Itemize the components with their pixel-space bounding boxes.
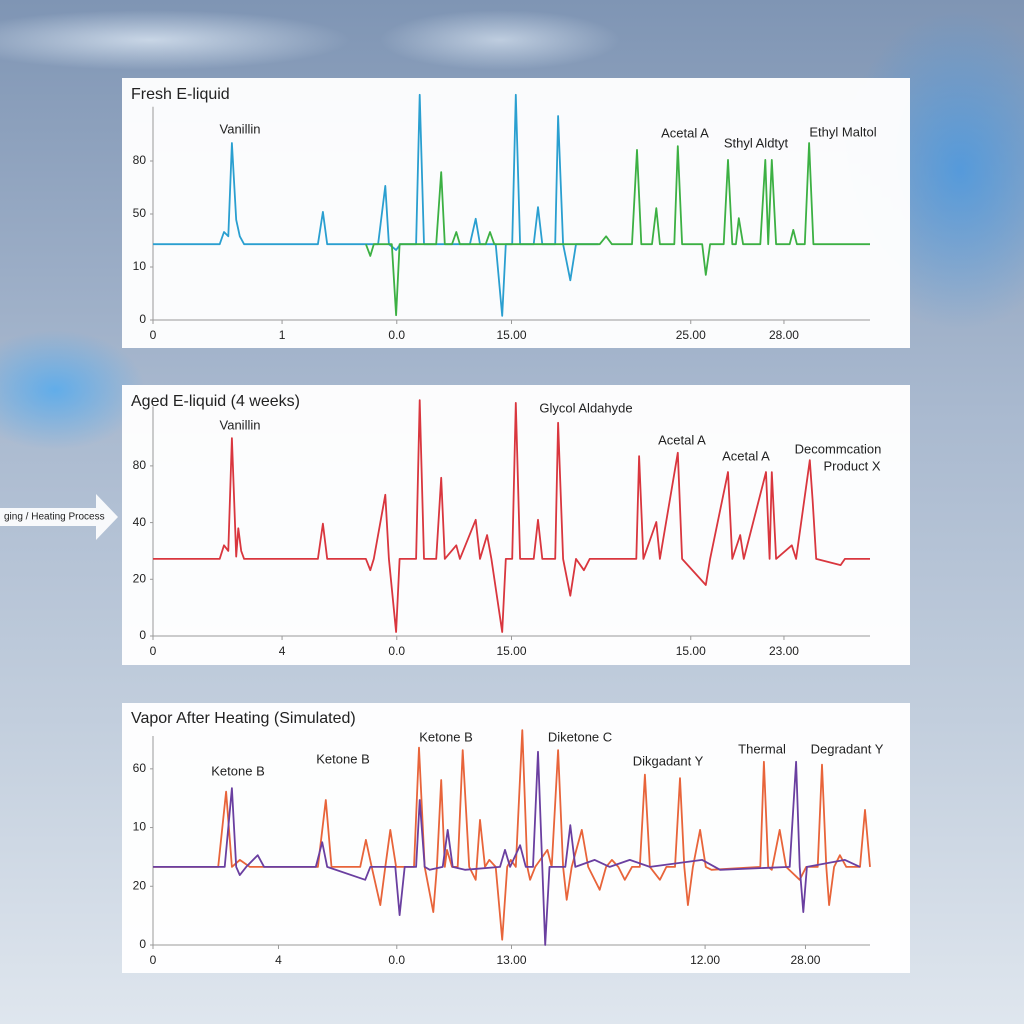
y-tick-label: 0 — [139, 312, 146, 326]
y-tick-label: 40 — [133, 515, 147, 529]
peak-annotation: Thermal — [738, 741, 786, 756]
chart-title: Vapor After Heating (Simulated) — [131, 710, 356, 727]
x-tick-label: 0 — [150, 953, 157, 967]
y-tick-label: 20 — [133, 878, 147, 892]
signal-line — [153, 729, 871, 941]
y-tick-label: 80 — [133, 153, 147, 167]
peak-annotation: Acetal A — [722, 448, 770, 463]
y-tick-label: 10 — [133, 820, 147, 834]
peak-annotation: Decommcation — [795, 441, 882, 456]
peak-annotation: Vanillin — [220, 417, 261, 432]
x-tick-label: 4 — [279, 644, 286, 658]
x-tick-label: 28.00 — [769, 328, 799, 342]
x-tick-label: 28.00 — [790, 953, 820, 967]
x-tick-label: 4 — [275, 953, 282, 967]
x-tick-label: 12.00 — [690, 953, 720, 967]
chart-title: Fresh E-liquid — [131, 86, 230, 103]
x-tick-label: 15.00 — [496, 328, 526, 342]
x-tick-label: 23.00 — [769, 644, 799, 658]
x-tick-label: 1 — [279, 328, 286, 342]
peak-annotation: Ethyl Maltol — [809, 124, 876, 139]
signal-line — [153, 399, 870, 633]
signal-line — [365, 142, 870, 317]
y-tick-label: 80 — [133, 458, 147, 472]
peak-annotation: Acetal A — [661, 125, 709, 140]
chart-title: Aged E-liquid (4 weeks) — [131, 393, 300, 410]
peak-annotation: Diketone C — [548, 729, 612, 744]
peak-annotation: Vanillin — [220, 121, 261, 136]
y-tick-label: 10 — [133, 259, 147, 273]
y-tick-label: 0 — [139, 937, 146, 951]
x-tick-label: 25.00 — [676, 328, 706, 342]
y-tick-label: 60 — [133, 761, 147, 775]
peak-annotation: Dikgadant Y — [633, 753, 704, 768]
x-tick-label: 13.00 — [496, 953, 526, 967]
peak-annotation: Acetal A — [658, 432, 706, 447]
x-tick-label: 0.0 — [388, 328, 405, 342]
x-tick-label: 0 — [150, 328, 157, 342]
peak-annotation: Glycol Aldahyde — [539, 400, 632, 415]
y-tick-label: 50 — [133, 206, 147, 220]
peak-annotation: Ketone B — [419, 729, 473, 744]
x-tick-label: 0.0 — [388, 953, 405, 967]
x-tick-label: 0 — [150, 644, 157, 658]
x-tick-label: 0.0 — [388, 644, 405, 658]
x-tick-label: 15.00 — [676, 644, 706, 658]
peak-annotation: Degradant Y — [811, 741, 884, 756]
process-label: ging / Heating Process — [4, 512, 105, 523]
peak-annotation: Ketone B — [316, 751, 370, 766]
signal-line — [153, 750, 861, 946]
y-tick-label: 0 — [139, 628, 146, 642]
peak-annotation: Ketone B — [211, 763, 265, 778]
x-tick-label: 15.00 — [496, 644, 526, 658]
peak-annotation: Product X — [823, 458, 880, 473]
peak-annotation: Sthyl Aldtyt — [724, 135, 789, 150]
y-tick-label: 20 — [133, 571, 147, 585]
process-arrow — [0, 494, 118, 540]
